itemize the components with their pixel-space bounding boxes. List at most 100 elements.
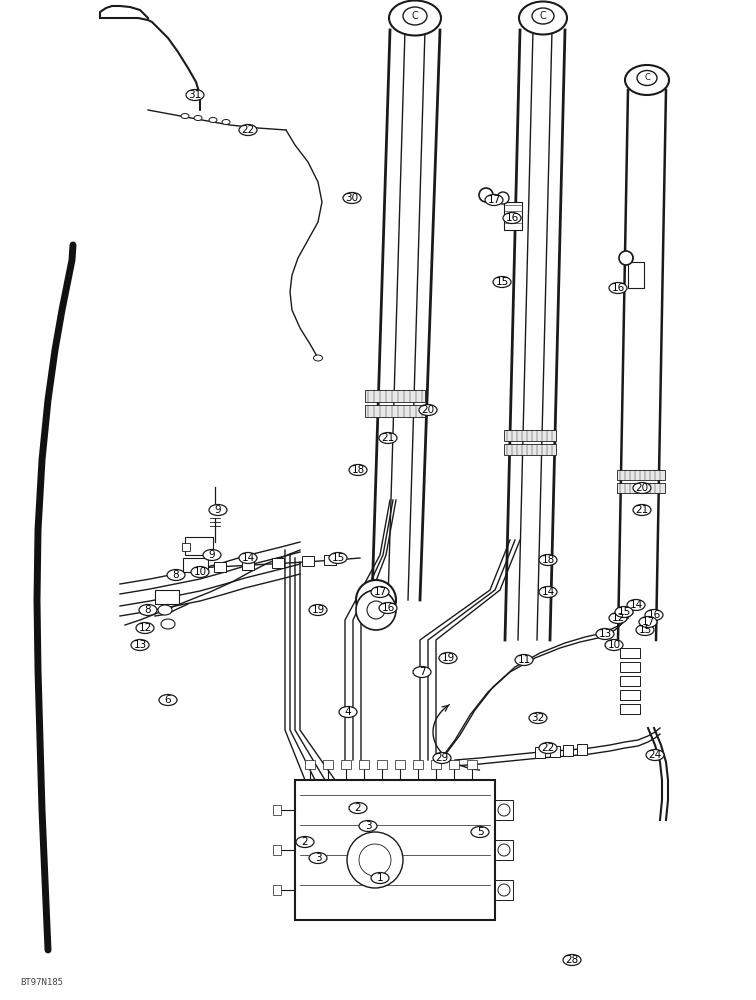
Text: 8: 8 [172,570,179,580]
Bar [620,648,640,658]
Ellipse shape [161,619,175,629]
Text: BT97N185: BT97N185 [20,978,63,987]
Ellipse shape [532,8,554,24]
Ellipse shape [309,604,327,615]
Text: C: C [411,11,418,21]
Text: 30: 30 [345,193,358,203]
Circle shape [366,590,386,610]
Ellipse shape [131,640,149,650]
Ellipse shape [403,7,427,25]
Ellipse shape [539,586,557,597]
Text: C: C [540,11,547,21]
Bar [431,760,441,769]
Ellipse shape [186,90,204,101]
Circle shape [497,192,509,204]
Bar [495,840,513,860]
Ellipse shape [645,609,663,620]
Text: 18: 18 [541,555,555,565]
Bar [377,760,387,769]
Ellipse shape [637,70,657,86]
Bar [323,760,333,769]
Text: 2: 2 [355,803,361,813]
Bar [617,470,665,480]
Text: 3: 3 [364,821,371,831]
Ellipse shape [239,124,257,135]
Ellipse shape [389,0,441,35]
Text: 16: 16 [505,213,519,223]
Ellipse shape [209,117,217,122]
Ellipse shape [191,566,209,578]
Bar [504,430,556,441]
Ellipse shape [636,624,654,636]
Text: 14: 14 [241,553,255,563]
Circle shape [498,844,510,856]
Text: 28: 28 [565,955,578,965]
Ellipse shape [222,119,230,124]
Bar [305,760,315,769]
Bar [413,760,423,769]
Text: 21: 21 [635,505,649,515]
Circle shape [498,804,510,816]
Ellipse shape [379,432,397,444]
Bar [617,483,665,493]
Ellipse shape [343,192,361,204]
Ellipse shape [433,752,451,764]
Text: 15: 15 [618,607,631,617]
Ellipse shape [519,1,567,34]
Text: 8: 8 [144,605,151,615]
Text: 16: 16 [612,283,624,293]
Bar [273,805,281,815]
Ellipse shape [239,552,257,564]
Ellipse shape [359,820,377,832]
Text: 17: 17 [373,587,386,597]
Ellipse shape [209,504,227,516]
Ellipse shape [493,276,511,288]
Ellipse shape [439,652,457,664]
Ellipse shape [633,483,651,493]
Text: 19: 19 [311,605,324,615]
Ellipse shape [615,606,633,617]
Text: 19: 19 [442,653,454,663]
Ellipse shape [539,554,557,566]
Bar [324,555,336,565]
Bar [242,560,254,570]
Text: 10: 10 [194,567,206,577]
Ellipse shape [596,629,614,640]
Text: 5: 5 [477,827,483,837]
Text: 15: 15 [495,277,509,287]
Ellipse shape [136,622,154,634]
Bar [183,558,208,572]
Circle shape [479,188,493,202]
Text: 15: 15 [331,553,345,563]
Text: 13: 13 [133,640,147,650]
Text: 14: 14 [541,587,555,597]
Ellipse shape [605,640,623,650]
Bar [620,662,640,672]
Text: 21: 21 [381,433,395,443]
Ellipse shape [159,694,177,706]
Text: 11: 11 [517,655,531,665]
Bar [620,704,640,714]
Text: 9: 9 [209,550,215,560]
Ellipse shape [639,616,657,628]
Ellipse shape [627,599,645,610]
Ellipse shape [646,750,664,760]
Circle shape [359,844,391,876]
Circle shape [619,251,633,265]
Text: 17: 17 [641,617,655,627]
Text: 32: 32 [531,713,544,723]
Text: 2: 2 [302,837,308,847]
Ellipse shape [309,852,327,863]
Text: 12: 12 [138,623,152,633]
Bar [504,202,522,230]
Bar [365,390,425,402]
Ellipse shape [419,404,437,416]
Text: 12: 12 [612,613,624,623]
Ellipse shape [609,612,627,624]
Ellipse shape [296,836,314,848]
Bar [628,262,644,288]
Bar [495,880,513,900]
Ellipse shape [609,282,627,294]
Ellipse shape [329,552,347,564]
Circle shape [347,832,403,888]
